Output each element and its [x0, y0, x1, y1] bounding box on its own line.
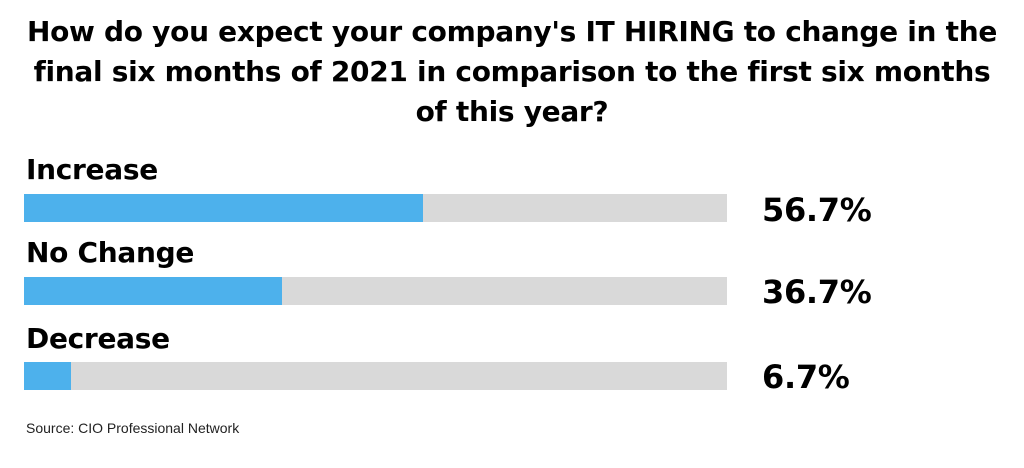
bar-track-decrease [24, 362, 727, 390]
bar-track-increase [24, 194, 727, 222]
bar-decrease [24, 362, 72, 390]
value-label-decrease: 6.7% [762, 358, 850, 396]
category-label-increase: Increase [26, 153, 158, 186]
category-label-decrease: Decrease [26, 322, 170, 355]
source-note: Source: CIO Professional Network [26, 420, 240, 436]
bar-increase [24, 194, 423, 222]
bar-no-change [24, 277, 282, 305]
category-label-no-change: No Change [26, 236, 195, 269]
value-label-increase: 56.7% [762, 191, 872, 229]
bar-track-no-change [24, 277, 727, 305]
value-label-no-change: 36.7% [762, 273, 872, 311]
chart-title: How do you expect your company's IT HIRI… [26, 15, 998, 128]
